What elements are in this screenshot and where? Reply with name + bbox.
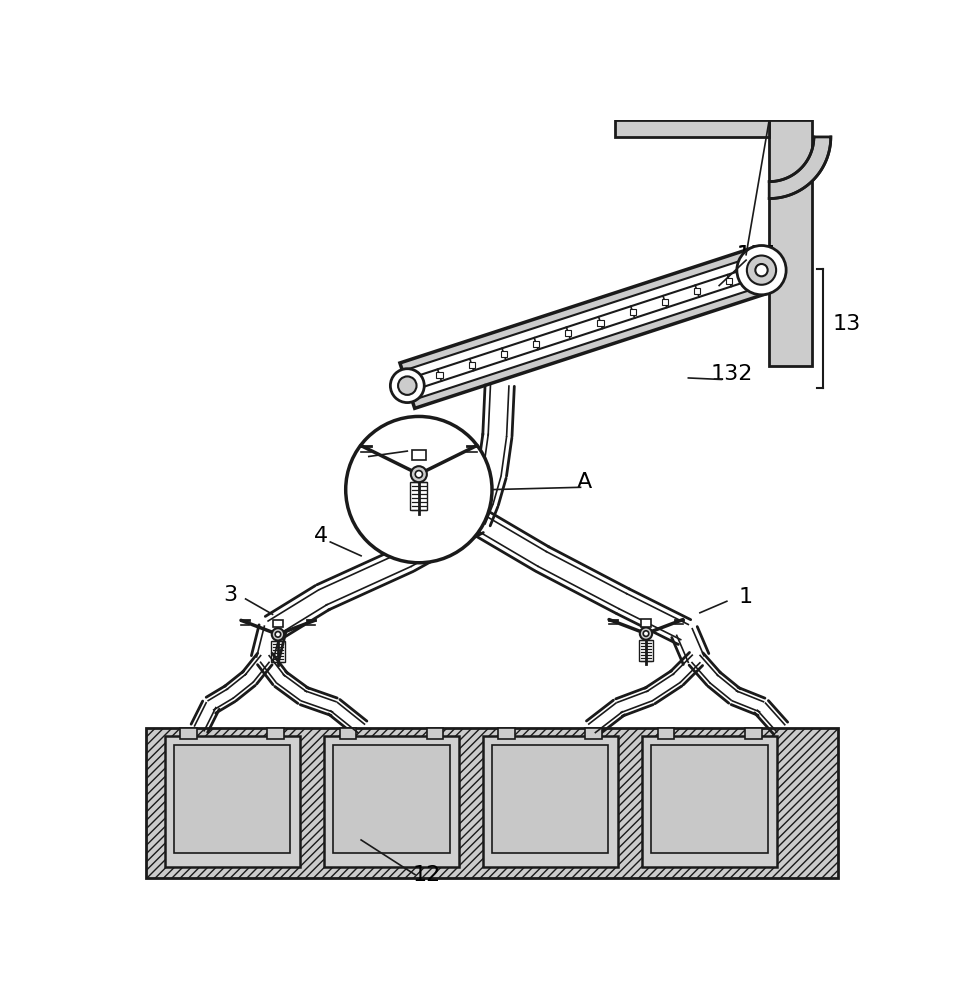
Bar xyxy=(533,341,540,347)
Bar xyxy=(652,745,768,853)
Circle shape xyxy=(411,466,427,482)
Bar xyxy=(769,120,811,366)
Circle shape xyxy=(416,471,422,478)
Bar xyxy=(174,745,290,853)
Bar xyxy=(426,728,444,739)
Text: 13: 13 xyxy=(832,314,860,334)
Bar xyxy=(726,278,732,284)
Text: 131: 131 xyxy=(736,245,779,265)
Bar xyxy=(565,330,571,336)
Circle shape xyxy=(391,369,424,403)
Bar xyxy=(630,309,636,315)
Bar xyxy=(498,728,516,739)
Polygon shape xyxy=(400,247,769,408)
Circle shape xyxy=(272,628,284,641)
Bar xyxy=(412,450,426,460)
Text: 132: 132 xyxy=(711,364,754,384)
Bar xyxy=(661,299,668,305)
Bar xyxy=(410,482,427,510)
Circle shape xyxy=(756,264,768,276)
Bar xyxy=(597,320,604,326)
Bar xyxy=(267,728,284,739)
Text: 12: 12 xyxy=(413,865,441,885)
Bar xyxy=(501,351,507,357)
Bar xyxy=(273,620,283,627)
Bar xyxy=(640,619,652,627)
Circle shape xyxy=(398,376,417,395)
Circle shape xyxy=(346,416,492,563)
Circle shape xyxy=(639,627,652,640)
Text: A: A xyxy=(577,472,592,492)
Bar xyxy=(324,736,459,867)
Circle shape xyxy=(643,631,649,636)
Text: 1: 1 xyxy=(739,587,754,607)
Text: 4: 4 xyxy=(314,526,328,546)
Bar xyxy=(146,728,838,878)
Bar xyxy=(437,372,443,378)
Bar xyxy=(271,641,285,662)
Bar xyxy=(658,728,675,739)
Bar xyxy=(340,728,356,739)
Bar xyxy=(483,736,617,867)
Circle shape xyxy=(737,246,786,295)
Polygon shape xyxy=(769,137,830,199)
Bar xyxy=(586,728,602,739)
Bar xyxy=(639,640,653,661)
Text: 2: 2 xyxy=(377,441,392,461)
Polygon shape xyxy=(402,256,766,400)
Bar xyxy=(642,736,777,867)
Bar xyxy=(745,728,761,739)
Text: 3: 3 xyxy=(223,585,237,605)
Bar xyxy=(180,728,197,739)
Circle shape xyxy=(747,256,776,285)
Bar xyxy=(694,288,700,294)
Bar xyxy=(615,120,769,137)
Bar xyxy=(492,745,609,853)
Text: 131: 131 xyxy=(736,245,779,265)
Circle shape xyxy=(276,632,280,637)
Bar xyxy=(468,362,475,368)
Bar xyxy=(165,736,300,867)
Bar xyxy=(333,745,449,853)
